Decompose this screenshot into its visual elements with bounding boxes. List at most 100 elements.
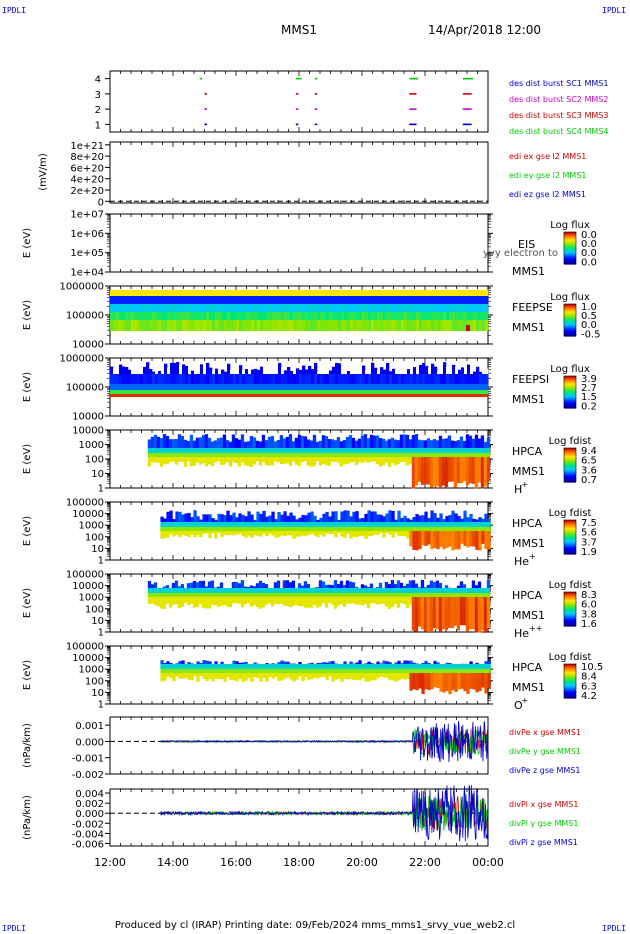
feepsi-pixel [452, 364, 456, 374]
hpca-h-pixel [420, 440, 425, 448]
colorbar-swatch [564, 235, 576, 237]
hpca-he2-pixel [243, 597, 248, 605]
hpca-he2-pixel [189, 597, 194, 604]
feepse-pixel [137, 312, 141, 320]
feepsi-pixel [119, 384, 123, 390]
hpca-he2-pixel [255, 588, 260, 593]
feepse-pixel [422, 312, 426, 320]
hpca-he-pixel [349, 531, 353, 539]
feepsi-pixel [356, 390, 360, 394]
colorbar-swatch [564, 691, 576, 693]
colorbar-swatch [564, 401, 576, 404]
divpi-ytick-label: 0.004 [75, 789, 104, 800]
hpca-he-pixel [268, 531, 272, 534]
feepsi-pixel [248, 374, 252, 384]
colorbar-swatch [564, 317, 576, 320]
hpca-o-pixel [409, 660, 413, 664]
hpca-h-pixel [345, 436, 350, 448]
feepse-pixel [296, 296, 300, 304]
feepse-pixel [386, 296, 390, 304]
hpca-he-pixel [376, 514, 380, 522]
hpca-he2-pixel [231, 597, 236, 604]
hpca-he2-pixel [390, 593, 395, 597]
feepse-pixel [440, 320, 444, 331]
feepse-pixel [353, 296, 357, 304]
feepsi-pixel [134, 394, 138, 397]
feepsi-pixel [272, 374, 276, 384]
feepsi-pixel [386, 362, 390, 374]
hpca-o-pixel [445, 664, 449, 669]
hpca-he2-pixel [285, 593, 290, 597]
hpca-h-pixel [276, 453, 281, 457]
feepsi-pixel [392, 390, 396, 394]
feepsi-pixel [224, 374, 228, 384]
hpca-he2-pixel [402, 597, 407, 605]
hpca-o-pixel [340, 673, 344, 682]
hpca-he-pixel [265, 522, 269, 527]
hpca-o-pixel [325, 669, 329, 673]
hpca-he2-pixel [450, 588, 455, 593]
feepse-pixel [152, 304, 156, 312]
feepsi-pixel [419, 364, 423, 374]
hpca-o-pixel [169, 669, 173, 673]
feepse-pixel [203, 290, 207, 296]
hpca-he2-pixel [330, 597, 335, 605]
hpca-h-pixel [306, 439, 311, 448]
hpca-o-pixel [262, 669, 266, 673]
feepse-pixel [245, 312, 249, 320]
feepsi-pixel [452, 394, 456, 397]
feepse-pixel [227, 312, 231, 320]
hpca-h-pixel [369, 453, 374, 457]
feepsi-pixel [131, 384, 135, 390]
hpca-he-pixel [268, 522, 272, 527]
hpca-he-panel-minor-ticks [109, 502, 489, 560]
hpca-he-pixel [397, 531, 401, 536]
hpca-he-pixel [424, 527, 428, 531]
hpca-h-pixel [183, 439, 188, 448]
colorbar-swatch [564, 693, 576, 696]
feepsi-pixel [176, 384, 180, 390]
hpca-o-pixel [433, 660, 437, 664]
feepse-pixel [251, 304, 255, 312]
hpca-o-pixel [280, 673, 284, 681]
feepse-pixel [398, 304, 402, 312]
hpca-he2-pixel [234, 593, 239, 597]
divpe-ytick-label: 0.001 [75, 721, 104, 732]
feepse-pixel [335, 320, 339, 331]
colorbar-swatch [564, 323, 576, 325]
hpca-he-pixel [415, 531, 419, 551]
hpca-o-pixel [169, 662, 173, 664]
feepse-pixel [254, 296, 258, 304]
colorbar-border [563, 519, 577, 555]
feepsi-pixel [392, 374, 396, 384]
hpca-he2-pixel [450, 597, 455, 629]
divpi-legend-3: divPi z gse MMS1 [509, 838, 578, 847]
feepse-pixel [446, 290, 450, 296]
divpe-series-3 [160, 720, 489, 763]
feepse-pixel [404, 304, 408, 312]
colorbar-swatch [564, 695, 576, 698]
feepsi-pixel [224, 384, 228, 390]
hpca-h-pixel [405, 448, 410, 453]
hpca-h-pixel [195, 457, 200, 463]
hpca-o-pixel [319, 669, 323, 673]
hpca-he-pixel [340, 527, 344, 531]
colorbar-swatch [564, 234, 576, 236]
feepsi-pixel [182, 384, 186, 390]
hpca-h-pixel [276, 457, 281, 463]
hpca-h-pixel [423, 448, 428, 453]
feepsi-pixel [305, 394, 309, 397]
hpca-o-pixel [445, 662, 449, 664]
feepse-pixel [419, 296, 423, 304]
hpca-o-pixel [427, 664, 431, 669]
feepse-pixel [377, 320, 381, 331]
feepsi-pixel [422, 390, 426, 394]
colorbar-swatch [564, 306, 576, 308]
hpca-o-pixel [169, 664, 173, 669]
feepsi-pixel [122, 394, 126, 397]
feepsi-pixel [347, 384, 351, 390]
feepsi-pixel [443, 394, 447, 397]
hpca-h-colorbar-title: Log fdist [549, 436, 592, 447]
hpca-he-pixel [277, 531, 281, 537]
feepsi-pixel [131, 374, 135, 384]
